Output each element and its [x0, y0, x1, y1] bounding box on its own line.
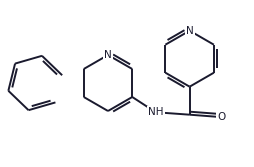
Text: O: O: [217, 112, 226, 122]
Text: N: N: [104, 50, 112, 60]
Text: N: N: [186, 26, 194, 36]
Text: NH: NH: [148, 107, 164, 117]
